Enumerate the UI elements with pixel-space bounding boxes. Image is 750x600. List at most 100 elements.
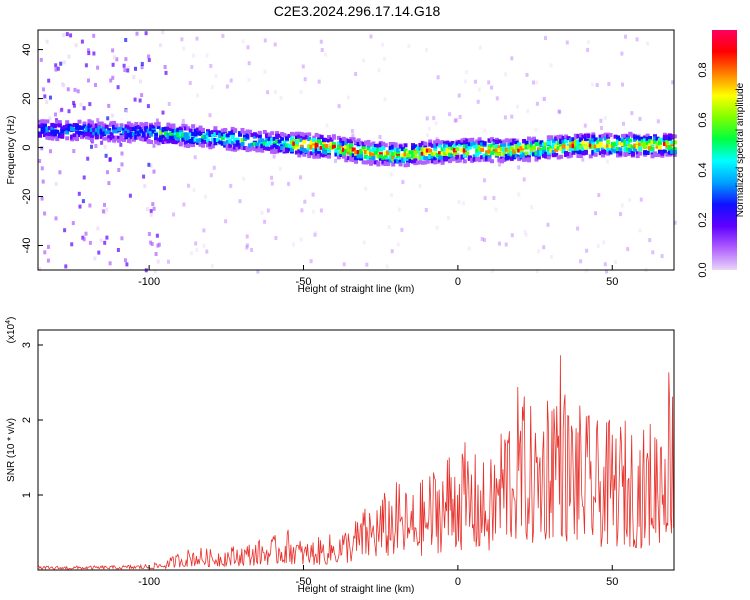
heatmap-cell <box>428 155 433 160</box>
heatmap-cell <box>166 139 171 144</box>
heatmap-cell <box>672 147 677 152</box>
heatmap-cell <box>124 258 127 263</box>
heatmap-cell <box>519 146 524 151</box>
heatmap-cell <box>107 130 112 135</box>
heatmap-cell <box>524 155 529 160</box>
heatmap-cell <box>574 142 578 147</box>
heatmap-cell <box>82 133 87 138</box>
heatmap-cell <box>494 152 499 157</box>
heatmap-cell <box>425 159 430 164</box>
heatmap-cell <box>418 151 423 156</box>
heatmap-cell <box>302 152 307 157</box>
heatmap-cell <box>549 136 554 141</box>
heatmap-cell <box>655 153 660 157</box>
heatmap-cell <box>544 142 549 147</box>
heatmap-cell <box>482 141 487 146</box>
heatmap-cell <box>46 258 50 263</box>
heatmap-cell <box>164 126 168 131</box>
heatmap-cell <box>275 149 280 154</box>
heatmap-cell <box>140 93 144 98</box>
heatmap-cell <box>522 157 527 162</box>
heatmap-cell <box>551 142 556 147</box>
heatmap-cell <box>122 128 126 133</box>
heatmap-cell <box>93 256 97 261</box>
heatmap-cell <box>639 197 643 202</box>
heatmap-cell <box>464 79 467 84</box>
heatmap-cell <box>653 136 657 141</box>
heatmap-cell <box>87 48 90 53</box>
heatmap-cell <box>530 205 534 210</box>
heatmap-cell <box>52 124 57 129</box>
heatmap-cell <box>498 162 501 167</box>
heatmap-cell <box>247 77 251 82</box>
heatmap-cell <box>87 128 92 133</box>
heatmap-cell <box>667 150 672 155</box>
heatmap-cell <box>67 123 72 128</box>
heatmap-cell <box>346 156 351 161</box>
heatmap-cell <box>507 142 512 147</box>
heatmap-cell <box>648 146 653 151</box>
heatmap-cell <box>112 120 117 125</box>
heatmap-cell <box>418 143 423 147</box>
heatmap-cell <box>557 109 561 114</box>
colorbar-tick-label: 0.0 <box>697 262 709 277</box>
heatmap-cell <box>603 132 608 137</box>
snr-panel: -100 -50 0 50 1 2 3 Height of straight line (… <box>5 317 675 595</box>
heatmap-cell <box>373 150 378 155</box>
heatmap-cell <box>325 123 329 128</box>
heatmap-cell <box>499 156 504 161</box>
heatmap-cell <box>156 137 161 142</box>
heatmap-cell <box>329 137 334 142</box>
heatmap-cell <box>65 127 70 132</box>
heatmap-cell <box>385 264 389 269</box>
heatmap-cell <box>43 94 47 99</box>
heatmap-cell <box>640 136 645 141</box>
heatmap-cell <box>430 152 435 157</box>
heatmap-cell <box>141 123 146 128</box>
heatmap-cell <box>559 147 564 152</box>
heatmap-cell <box>94 125 99 130</box>
heatmap-cell <box>413 155 418 160</box>
heatmap-cell <box>292 138 297 143</box>
heatmap-cell <box>657 145 662 150</box>
heatmap-cell <box>613 147 618 151</box>
heatmap-cell <box>630 145 635 150</box>
heatmap-cell <box>285 145 289 150</box>
x-tick-label: -50 <box>296 576 312 588</box>
heatmap-cell <box>584 268 588 273</box>
heatmap-cell <box>346 95 350 100</box>
heatmap-cell <box>362 240 366 245</box>
heatmap-cell <box>376 154 381 159</box>
heatmap-cell <box>180 37 184 42</box>
heatmap-cell <box>294 131 299 136</box>
heatmap-cell <box>665 140 670 145</box>
heatmap-cell <box>218 140 223 145</box>
heatmap-cell <box>126 129 131 133</box>
heatmap-cell <box>289 131 294 136</box>
heatmap-cell <box>373 147 378 152</box>
heatmap-cell <box>54 63 58 68</box>
heatmap-cell <box>418 160 423 165</box>
heatmap-cell <box>38 119 42 124</box>
heatmap-cell <box>618 141 623 145</box>
heatmap-cell <box>344 141 349 146</box>
heatmap-cell <box>423 147 428 152</box>
heatmap-cell <box>341 151 346 156</box>
heatmap-cell <box>499 143 504 147</box>
heatmap-cell <box>388 158 393 163</box>
heatmap-cell <box>381 146 386 151</box>
heatmap-cell <box>152 169 156 174</box>
heatmap-cell <box>223 128 228 132</box>
heatmap-cell <box>314 231 318 236</box>
heatmap-cell <box>97 121 102 126</box>
heatmap-cell <box>164 137 168 142</box>
heatmap-cell <box>240 142 245 147</box>
heatmap-cell <box>235 142 240 147</box>
heatmap-cell <box>487 138 492 143</box>
heatmap-cell <box>110 113 114 118</box>
heatmap-cell <box>90 144 93 149</box>
heatmap-cell <box>107 138 112 143</box>
heatmap-cell <box>491 268 495 273</box>
heatmap-cell <box>546 140 551 145</box>
heatmap-cell <box>630 133 635 138</box>
